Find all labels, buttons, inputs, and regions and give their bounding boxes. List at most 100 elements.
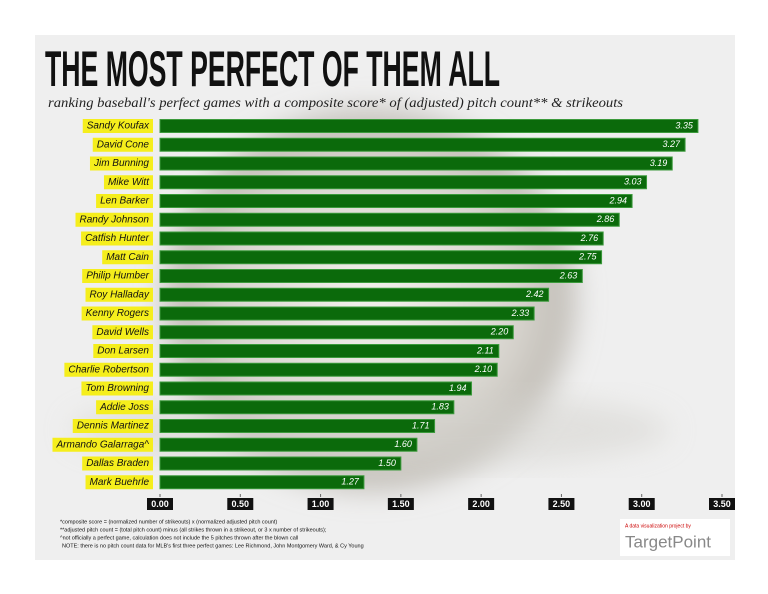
footnote: NOTE: there is no pitch count data for M… bbox=[62, 543, 364, 549]
footnotes: *composite score = (normalized number of… bbox=[60, 519, 364, 549]
plot: Sandy Koufax 3.35 David Cone 3.27 Jim Bunnin… bbox=[52, 119, 735, 510]
x-tick-label-bg bbox=[227, 498, 254, 510]
value-label: 3.03 bbox=[624, 177, 642, 187]
value-label: 1.27 bbox=[341, 477, 360, 487]
category-label-bg bbox=[52, 437, 153, 452]
x-tick-label: 0.50 bbox=[232, 499, 250, 509]
value-label: 2.42 bbox=[525, 289, 544, 299]
bar bbox=[159, 325, 514, 340]
bar bbox=[159, 381, 473, 396]
footnote: *composite score = (normalized number of… bbox=[60, 519, 277, 525]
category-label-bg bbox=[89, 156, 153, 171]
value-label: 2.20 bbox=[490, 327, 509, 337]
category-label: Dennis Martinez bbox=[77, 421, 149, 432]
category-label-bg bbox=[81, 231, 153, 246]
value-label: 3.35 bbox=[675, 120, 694, 130]
category-label: Tom Browning bbox=[85, 383, 149, 394]
value-label: 2.94 bbox=[609, 195, 628, 205]
chart-title: THE MOST PERFECT OF THEM ALL bbox=[45, 41, 500, 97]
category-label: David Wells bbox=[96, 327, 149, 338]
category-label-bg bbox=[96, 194, 153, 208]
category-label: Kenny Rogers bbox=[86, 308, 149, 319]
value-label: 2.33 bbox=[511, 308, 530, 318]
value-label: 2.76 bbox=[580, 233, 599, 243]
category-label-bg bbox=[103, 175, 153, 190]
x-tick-label-bg bbox=[147, 498, 173, 510]
bar bbox=[159, 175, 648, 190]
category-label-bg bbox=[85, 287, 153, 302]
category-label-bg bbox=[92, 325, 153, 340]
value-label: 1.50 bbox=[378, 458, 396, 468]
value-label: 3.27 bbox=[663, 139, 682, 149]
footnote: **adjusted pitch count = (total pitch co… bbox=[60, 527, 327, 533]
bar bbox=[159, 362, 498, 377]
logo-box bbox=[620, 519, 730, 556]
x-tick-label: 1.50 bbox=[392, 499, 410, 509]
bar bbox=[159, 400, 455, 415]
category-label-bg bbox=[82, 269, 153, 283]
bar bbox=[159, 212, 620, 227]
x-tick-label-bg bbox=[307, 498, 334, 510]
category-label: Roy Halladay bbox=[90, 289, 150, 300]
x-tick-label: 2.50 bbox=[553, 499, 571, 509]
value-label: 1.94 bbox=[449, 383, 467, 393]
bar bbox=[159, 137, 686, 152]
bar bbox=[159, 231, 604, 246]
logo: TargetPoint bbox=[625, 532, 711, 551]
bar bbox=[159, 437, 418, 452]
value-label: 1.83 bbox=[431, 402, 449, 412]
footnote: ^not officially a perfect game, calculat… bbox=[60, 535, 298, 541]
category-label-bg bbox=[72, 419, 153, 433]
category-label-bg bbox=[102, 250, 153, 265]
category-label: Armando Galarraga^ bbox=[55, 439, 149, 450]
value-label: 1.60 bbox=[394, 439, 412, 449]
x-tick-label-bg bbox=[548, 498, 575, 510]
chart-subtitle: ranking baseball's perfect games with a … bbox=[48, 96, 624, 111]
category-label: Jim Bunning bbox=[93, 158, 149, 169]
category-label: Randy Johnson bbox=[80, 214, 150, 225]
category-label: Catfish Hunter bbox=[85, 233, 150, 244]
value-label: 1.71 bbox=[412, 420, 430, 430]
x-tick-label-bg bbox=[628, 498, 655, 510]
category-label-bg bbox=[82, 119, 153, 133]
bar bbox=[159, 194, 633, 208]
value-label: 2.86 bbox=[596, 214, 615, 224]
bar bbox=[159, 156, 673, 171]
category-label-bg bbox=[81, 306, 153, 321]
bar bbox=[159, 344, 500, 358]
value-label: 2.10 bbox=[474, 364, 493, 374]
x-tick-label: 0.00 bbox=[151, 499, 169, 509]
category-label: Dallas Braden bbox=[86, 458, 149, 469]
category-label-bg bbox=[96, 400, 153, 415]
category-label-bg bbox=[64, 362, 153, 377]
bar bbox=[159, 119, 699, 133]
category-label-bg bbox=[85, 475, 153, 490]
bar bbox=[159, 456, 402, 471]
x-tick-label-bg bbox=[387, 498, 414, 510]
bar bbox=[159, 419, 436, 433]
category-label: Don Larsen bbox=[97, 346, 149, 357]
bar bbox=[159, 306, 535, 321]
bar bbox=[159, 287, 550, 302]
bar bbox=[159, 250, 603, 265]
category-label-bg bbox=[81, 381, 153, 396]
category-label-bg bbox=[92, 137, 153, 152]
value-label: 3.19 bbox=[650, 158, 668, 168]
category-label: Mike Witt bbox=[108, 177, 150, 188]
x-tick-label-bg bbox=[709, 498, 735, 510]
category-label: Matt Cain bbox=[106, 252, 149, 263]
category-label: Charlie Robertson bbox=[68, 364, 149, 375]
category-label: Len Barker bbox=[100, 196, 150, 207]
x-tick-label: 3.00 bbox=[633, 499, 651, 509]
category-label-bg bbox=[82, 456, 153, 471]
credit: A data visualization project by bbox=[625, 523, 691, 529]
bar bbox=[159, 475, 365, 490]
x-tick-label: 3.50 bbox=[713, 499, 731, 509]
category-label-bg bbox=[93, 344, 153, 358]
category-label: Philip Humber bbox=[86, 271, 149, 282]
category-label: Addie Joss bbox=[99, 402, 149, 413]
bar bbox=[159, 269, 583, 283]
category-label: Mark Buehrle bbox=[90, 477, 150, 488]
